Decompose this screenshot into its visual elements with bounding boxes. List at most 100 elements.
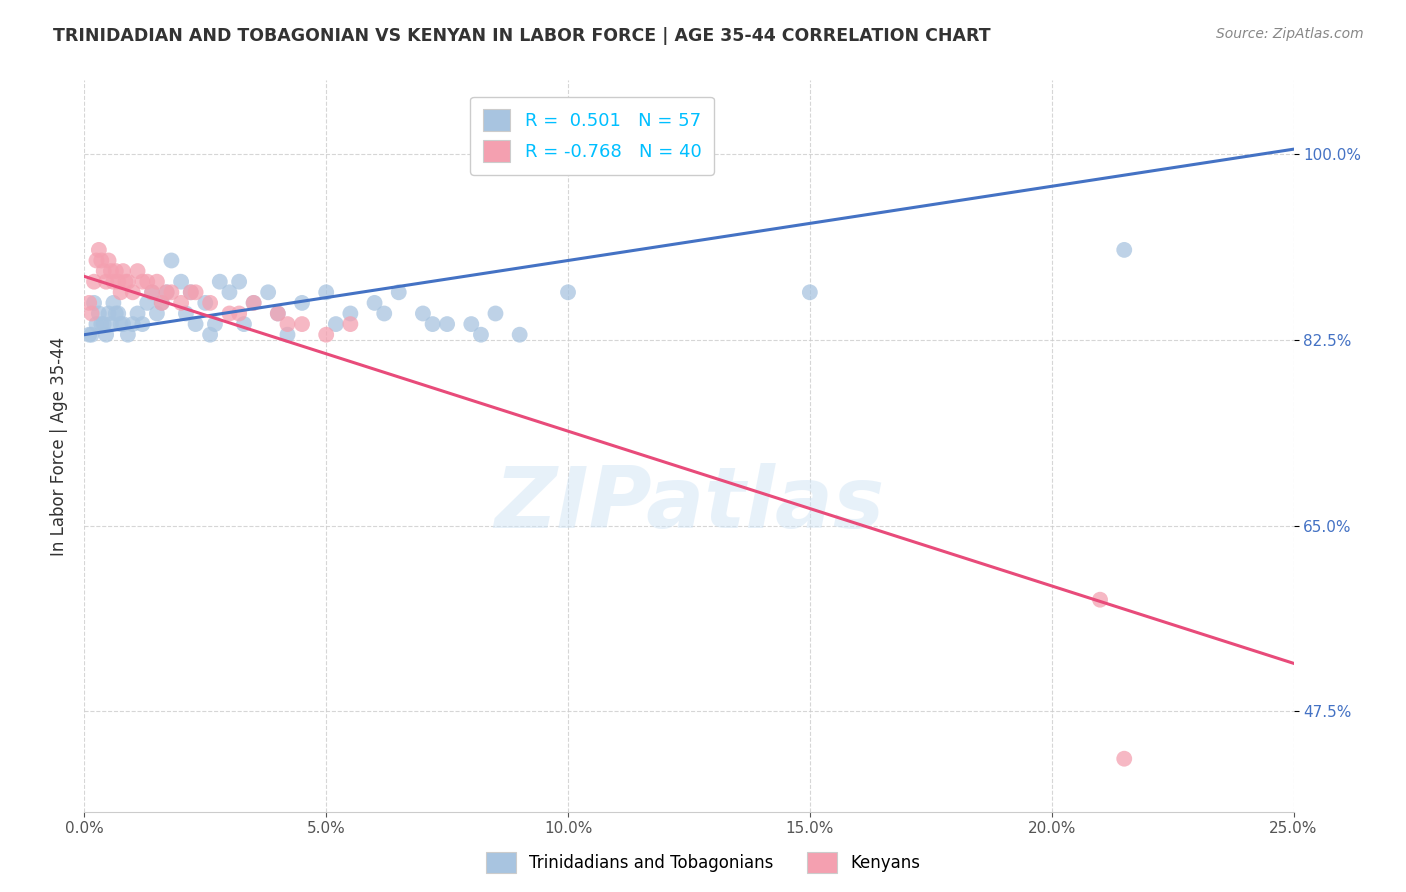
Point — [117, 327, 139, 342]
Point — [422, 317, 444, 331]
Legend: R =  0.501   N = 57, R = -0.768   N = 40: R = 0.501 N = 57, R = -0.768 N = 40 — [471, 96, 714, 175]
Point — [204, 317, 226, 331]
Point — [436, 317, 458, 331]
Point — [150, 296, 173, 310]
Point — [291, 296, 314, 310]
Point — [80, 327, 103, 342]
Point — [267, 306, 290, 320]
Point — [1114, 752, 1136, 766]
Point — [107, 275, 129, 289]
Point — [104, 306, 127, 320]
Point — [160, 253, 183, 268]
Point — [110, 285, 132, 300]
Point — [97, 253, 120, 268]
Point — [257, 285, 280, 300]
Point — [77, 296, 100, 310]
Point — [131, 317, 153, 331]
Point — [90, 253, 112, 268]
Point — [325, 317, 347, 331]
Point — [136, 296, 159, 310]
Text: TRINIDADIAN AND TOBAGONIAN VS KENYAN IN LABOR FORCE | AGE 35-44 CORRELATION CHAR: TRINIDADIAN AND TOBAGONIAN VS KENYAN IN … — [53, 27, 991, 45]
Point — [194, 296, 217, 310]
Point — [218, 306, 240, 320]
Point — [470, 327, 492, 342]
Point — [198, 327, 221, 342]
Point — [94, 327, 117, 342]
Point — [107, 306, 129, 320]
Point — [141, 285, 163, 300]
Point — [87, 243, 110, 257]
Point — [233, 317, 256, 331]
Point — [484, 306, 506, 320]
Point — [291, 317, 314, 331]
Point — [100, 317, 122, 331]
Point — [170, 275, 193, 289]
Point — [242, 296, 264, 310]
Point — [460, 317, 482, 331]
Point — [184, 317, 207, 331]
Point — [184, 285, 207, 300]
Point — [388, 285, 411, 300]
Point — [170, 296, 193, 310]
Point — [363, 296, 385, 310]
Point — [339, 317, 361, 331]
Point — [208, 275, 231, 289]
Point — [114, 275, 136, 289]
Point — [276, 327, 298, 342]
Point — [97, 306, 120, 320]
Text: Source: ZipAtlas.com: Source: ZipAtlas.com — [1216, 27, 1364, 41]
Point — [77, 327, 100, 342]
Point — [228, 306, 250, 320]
Point — [87, 306, 110, 320]
Point — [146, 275, 169, 289]
Point — [373, 306, 395, 320]
Point — [83, 296, 105, 310]
Point — [180, 285, 202, 300]
Y-axis label: In Labor Force | Age 35-44: In Labor Force | Age 35-44 — [49, 336, 67, 556]
Point — [103, 296, 125, 310]
Point — [100, 264, 122, 278]
Point — [198, 296, 221, 310]
Point — [218, 285, 240, 300]
Point — [103, 275, 125, 289]
Point — [146, 306, 169, 320]
Point — [90, 317, 112, 331]
Point — [117, 275, 139, 289]
Point — [86, 253, 108, 268]
Point — [127, 264, 149, 278]
Point — [121, 285, 143, 300]
Point — [104, 264, 127, 278]
Point — [1114, 243, 1136, 257]
Point — [509, 327, 531, 342]
Text: ZIPatlas: ZIPatlas — [494, 463, 884, 546]
Point — [127, 306, 149, 320]
Point — [141, 285, 163, 300]
Point — [799, 285, 821, 300]
Point — [412, 306, 434, 320]
Point — [339, 306, 361, 320]
Point — [121, 317, 143, 331]
Point — [136, 275, 159, 289]
Point — [242, 296, 264, 310]
Point — [112, 264, 135, 278]
Point — [557, 285, 579, 300]
Point — [93, 317, 115, 331]
Point — [180, 285, 202, 300]
Point — [86, 317, 108, 331]
Point — [315, 285, 337, 300]
Point — [155, 285, 177, 300]
Point — [267, 306, 290, 320]
Point — [228, 275, 250, 289]
Point — [94, 275, 117, 289]
Point — [83, 275, 105, 289]
Point — [110, 317, 132, 331]
Legend: Trinidadians and Tobagonians, Kenyans: Trinidadians and Tobagonians, Kenyans — [479, 846, 927, 880]
Point — [174, 306, 197, 320]
Point — [155, 285, 177, 300]
Point — [112, 317, 135, 331]
Point — [160, 285, 183, 300]
Point — [150, 296, 173, 310]
Point — [1088, 592, 1111, 607]
Point — [276, 317, 298, 331]
Point — [315, 327, 337, 342]
